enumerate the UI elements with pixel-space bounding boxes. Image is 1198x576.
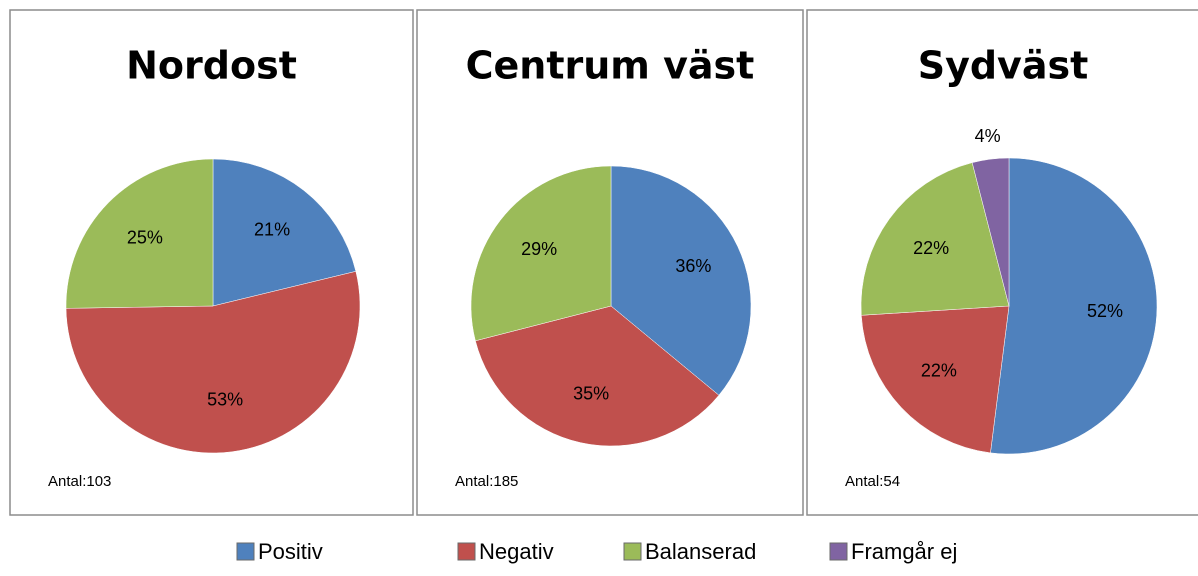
data-label: 35% — [573, 384, 609, 404]
pie-slice — [470, 165, 612, 342]
pie-slice — [610, 165, 752, 396]
pie-slice — [861, 305, 1010, 454]
legend-swatch — [236, 542, 255, 561]
pie-slice — [860, 162, 1010, 316]
legend-swatch — [829, 542, 848, 561]
legend-label: Framgår ej — [851, 539, 957, 564]
pie-slice — [65, 158, 214, 309]
data-label: 22% — [921, 361, 957, 381]
pie-slice — [990, 157, 1158, 455]
annotation: Antal:103 — [48, 473, 111, 490]
legend-label: Balanserad — [645, 539, 756, 564]
legend-swatch — [623, 542, 642, 561]
chart-title: Nordost — [126, 44, 297, 88]
data-label: 29% — [521, 239, 557, 259]
annotation: Antal:185 — [455, 473, 518, 490]
pie-slice — [971, 157, 1010, 307]
legend-label: Negativ — [479, 539, 554, 564]
panel-frame — [416, 9, 804, 516]
legend-label: Positiv — [258, 539, 323, 564]
panel-frame — [9, 9, 414, 516]
chart-title: Centrum väst — [466, 44, 755, 88]
legend-swatch — [457, 542, 476, 561]
annotation: Antal:54 — [845, 473, 900, 490]
data-label: 52% — [1087, 301, 1123, 321]
data-label: 21% — [254, 220, 290, 240]
panel-frame — [806, 9, 1198, 516]
data-label: 53% — [207, 390, 243, 410]
chart-title: Sydväst — [918, 44, 1089, 88]
pie-slice — [212, 158, 357, 307]
data-label: 4% — [975, 126, 1001, 146]
pie-slice — [475, 305, 720, 447]
data-label: 22% — [913, 238, 949, 258]
data-label: 36% — [675, 256, 711, 276]
pie-slice — [65, 271, 361, 454]
data-label: 25% — [127, 228, 163, 248]
